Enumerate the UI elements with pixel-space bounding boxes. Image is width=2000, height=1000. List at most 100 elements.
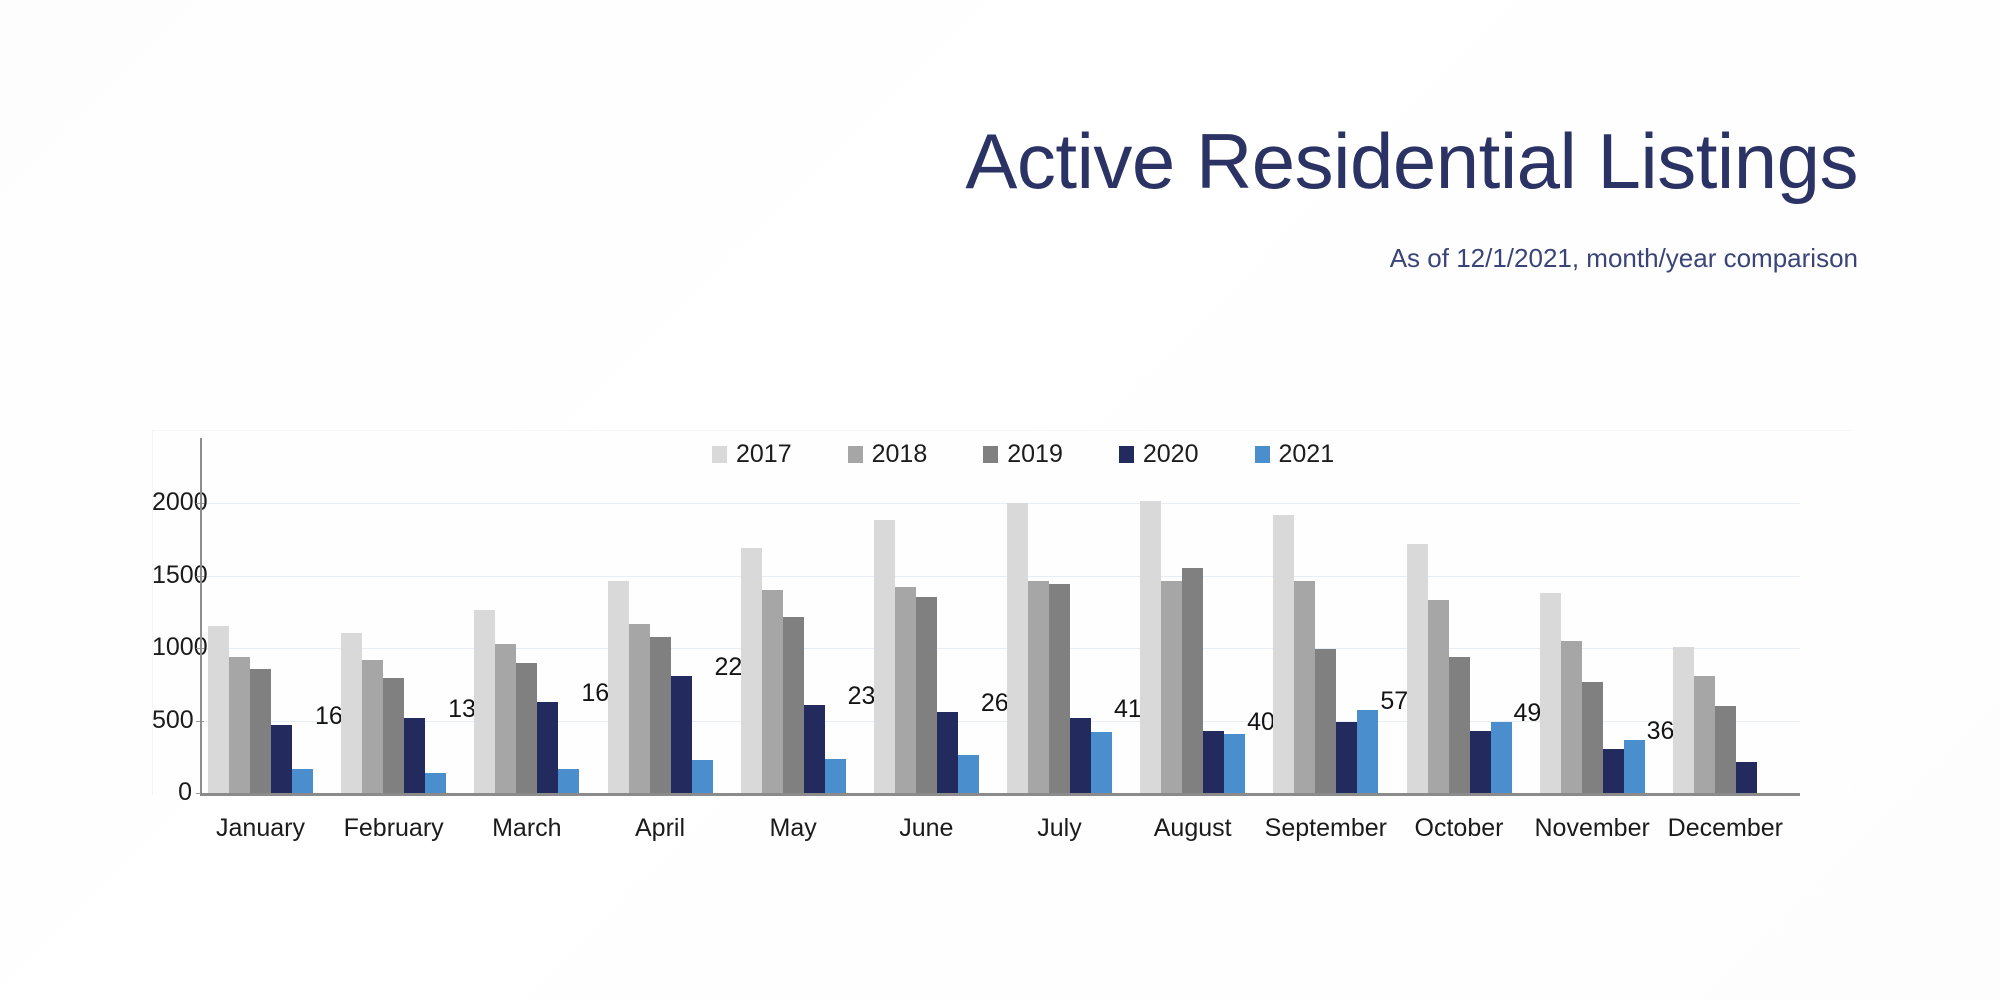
legend-swatch-icon: [712, 446, 727, 463]
bar-2020[interactable]: [537, 701, 559, 793]
bar-2021[interactable]: [824, 758, 846, 793]
bar-2019[interactable]: [1448, 656, 1470, 793]
legend-item-2020[interactable]: 2020: [1118, 442, 1199, 467]
y-axis-tick-label: 0: [178, 778, 192, 806]
bar-2019[interactable]: [383, 678, 405, 793]
bar-2020[interactable]: [404, 718, 426, 793]
bar-2021[interactable]: [558, 769, 580, 793]
legend-item-2017[interactable]: 2017: [712, 442, 792, 467]
bar-2017[interactable]: [474, 610, 496, 793]
bar-2019[interactable]: [250, 669, 271, 793]
x-axis-category-label: March: [492, 814, 562, 842]
gridline: [202, 575, 1800, 577]
bar-2017[interactable]: [1406, 544, 1428, 793]
gridline: [202, 720, 1800, 722]
bar-2017[interactable]: [873, 520, 895, 793]
x-axis-category-label: September: [1264, 814, 1387, 842]
bar-2020[interactable]: [1070, 718, 1091, 793]
x-axis-line: [200, 793, 1800, 796]
bar-2019[interactable]: [649, 637, 671, 793]
x-axis-category-label: August: [1153, 814, 1232, 842]
bar-2019[interactable]: [915, 597, 937, 793]
bar-2019[interactable]: [782, 616, 804, 793]
bar-2021[interactable]: [691, 759, 713, 793]
bar-2020[interactable]: [1203, 731, 1225, 793]
y-axis-tick-label: 500: [152, 705, 194, 734]
bar-2020[interactable]: [803, 704, 825, 793]
bar-2018[interactable]: [362, 659, 384, 793]
bar-2018[interactable]: [495, 643, 517, 793]
y-axis-tick-label: 1500: [152, 560, 208, 589]
x-axis-category-label: June: [899, 814, 954, 842]
bar-2021[interactable]: [292, 769, 313, 793]
legend-item-2021[interactable]: 2021: [1254, 440, 1335, 468]
bar-2017[interactable]: [1007, 503, 1028, 793]
y-axis-tick-label: 2000: [152, 488, 208, 516]
bar-2017[interactable]: [1539, 592, 1561, 793]
bar-2021[interactable]: [1357, 709, 1379, 793]
bar-2017[interactable]: [740, 547, 762, 793]
chart-header: Active Residential Listings As of 12/1/2…: [0, 0, 2000, 300]
bar-chart: 2017 2018 2019 2020 2021 0 500 1000 1500 2000 16…: [152, 430, 1852, 841]
bar-group: 265 June: [873, 438, 1023, 841]
bar-2019[interactable]: [1714, 706, 1736, 793]
page-subtitle: As of 12/1/2021, month/year comparison: [1389, 243, 1858, 273]
bar-group: 418 July: [1007, 438, 1156, 841]
bar-2018[interactable]: [1560, 640, 1582, 793]
legend-label: 2019: [1007, 440, 1063, 468]
bar-group: 163 March: [474, 438, 623, 841]
bar-2018[interactable]: [1427, 600, 1449, 793]
gridline: [202, 503, 1800, 504]
bar-2018[interactable]: [628, 624, 650, 793]
bar-group: 136 February: [341, 438, 490, 841]
chart-legend: 2017 2018 2019 2020 2021: [712, 442, 1334, 467]
bar-2021[interactable]: [425, 773, 447, 793]
legend-swatch-icon: [847, 446, 863, 463]
bar-2017[interactable]: [1273, 514, 1295, 793]
bar-2020[interactable]: [1735, 761, 1757, 793]
bar-2020[interactable]: [670, 676, 692, 793]
bar-2017[interactable]: [208, 626, 229, 793]
bar-2019[interactable]: [1315, 649, 1337, 793]
bar-2017[interactable]: [1672, 646, 1694, 793]
x-axis-category-label: January: [216, 814, 305, 842]
bar-group: 163 January: [208, 438, 357, 841]
bar-2018[interactable]: [1294, 580, 1316, 793]
bar-2021[interactable]: [1623, 740, 1645, 793]
x-axis-category-label: February: [343, 814, 444, 842]
legend-swatch-icon: [983, 446, 999, 463]
bar-2021[interactable]: [957, 754, 979, 793]
bar-2021[interactable]: [1490, 721, 1512, 793]
y-axis-line: [200, 438, 202, 795]
bar-2018[interactable]: [1161, 581, 1183, 793]
bar-2020[interactable]: [1336, 721, 1358, 793]
bar-2017[interactable]: [341, 632, 363, 793]
bar-2020[interactable]: [271, 724, 292, 793]
legend-item-2019[interactable]: 2019: [983, 442, 1063, 467]
x-axis-category-label: May: [769, 814, 817, 842]
bars-canvas: 163 January 136 February 163 March 229 April 236…: [202, 438, 1800, 841]
bar-2019[interactable]: [1049, 584, 1070, 793]
bar-2020[interactable]: [1469, 731, 1491, 793]
bar-2020[interactable]: [936, 711, 958, 793]
bar-2017[interactable]: [607, 580, 629, 793]
bar-2019[interactable]: [1182, 568, 1204, 793]
x-axis-category-label: April: [634, 814, 685, 842]
bar-2018[interactable]: [894, 587, 916, 793]
legend-label: 2021: [1278, 440, 1335, 468]
bar-group: 364 November: [1534, 438, 1688, 841]
x-axis-category-label: December: [1667, 814, 1783, 842]
bar-group: 236 May: [740, 438, 889, 841]
legend-item-2018[interactable]: 2018: [847, 442, 927, 467]
bar-2019[interactable]: [516, 662, 538, 793]
bar-2018[interactable]: [229, 657, 250, 793]
bar-2017[interactable]: [1140, 500, 1162, 793]
bar-2018[interactable]: [761, 590, 783, 793]
bar-2021[interactable]: [1091, 732, 1112, 793]
bar-2020[interactable]: [1602, 748, 1624, 793]
bar-2018[interactable]: [1028, 580, 1049, 793]
bar-2018[interactable]: [1693, 675, 1715, 793]
bar-2019[interactable]: [1581, 682, 1603, 793]
bar-2021[interactable]: [1224, 733, 1246, 793]
